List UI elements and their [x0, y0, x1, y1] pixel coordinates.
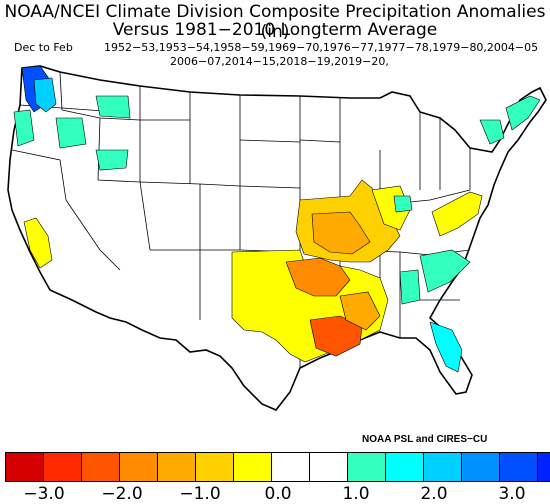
composite-years-line2: 2006−07,2014−15,2018−19,2019−20,: [170, 55, 389, 68]
colorbar-swatch: [6, 453, 44, 481]
colorbar-swatch: [120, 453, 158, 481]
wet-region-nevada: [95, 149, 129, 171]
colorbar-tick-label: −1.0: [179, 484, 221, 504]
dry-region-gulf: [339, 291, 381, 331]
colorbar-swatch: [82, 453, 120, 481]
colorbar-tick-label: −2.0: [101, 484, 143, 504]
dry-region-california: [23, 217, 53, 269]
wet-region-oregon: [13, 109, 35, 147]
dry-region-mid-atlantic: [431, 191, 483, 237]
anomaly-colorbar: [5, 452, 550, 482]
data-credit: NOAA PSL and CIRES−CU: [362, 434, 488, 445]
us-outline: [7, 65, 547, 411]
wet-region-carolinas: [419, 249, 471, 293]
colorbar-swatch: [196, 453, 234, 481]
colorbar-swatch: [462, 453, 500, 481]
wet-region-wa-interior: [33, 77, 57, 113]
colorbar-swatch: [310, 453, 348, 481]
wet-anomaly-regions: [13, 65, 541, 373]
colorbar-tick-label: 3.0: [498, 484, 526, 504]
wet-region-wa-east: [95, 95, 131, 119]
dry-anomaly-regions: [23, 179, 483, 363]
us-precipitation-anomaly-map: [7, 65, 547, 411]
map-subtitle: Versus 1981−2010 Longterm Average: [112, 20, 438, 40]
wet-region-georgia: [399, 269, 421, 305]
colorbar-swatch: [386, 453, 424, 481]
colorbar-swatch: [272, 453, 310, 481]
wet-region-ohio: [393, 195, 413, 213]
dry-region-arklatex: [285, 257, 351, 297]
composite-years-line1: 1952−53,1953−54,1958−59,1969−70,1976−77,…: [104, 41, 539, 54]
colorbar-tick-label: 2.0: [420, 484, 448, 504]
colorbar-swatch: [500, 453, 538, 481]
colorbar-swatch: [158, 453, 196, 481]
colorbar-swatch: [44, 453, 82, 481]
season-label: Dec to Feb: [14, 41, 73, 54]
colorbar-tick-label: 1.0: [342, 484, 370, 504]
wet-region-florida: [429, 321, 463, 373]
dry-region-midwest-core: [311, 211, 371, 255]
colorbar-tick-label: −3.0: [23, 484, 65, 504]
colorbar-swatch: [234, 453, 272, 481]
colorbar-swatch: [538, 453, 550, 481]
colorbar-swatch: [348, 453, 386, 481]
colorbar-swatch: [424, 453, 462, 481]
wet-region-northeast: [479, 119, 505, 145]
colorbar-tick-label: 0.0: [264, 484, 292, 504]
dry-region-lower-miss: [309, 315, 363, 357]
map-title: NOAA/NCEI Climate Division Composite Pre…: [4, 2, 546, 42]
wet-region-new-england: [505, 95, 541, 131]
wet-region-idaho: [55, 117, 87, 149]
